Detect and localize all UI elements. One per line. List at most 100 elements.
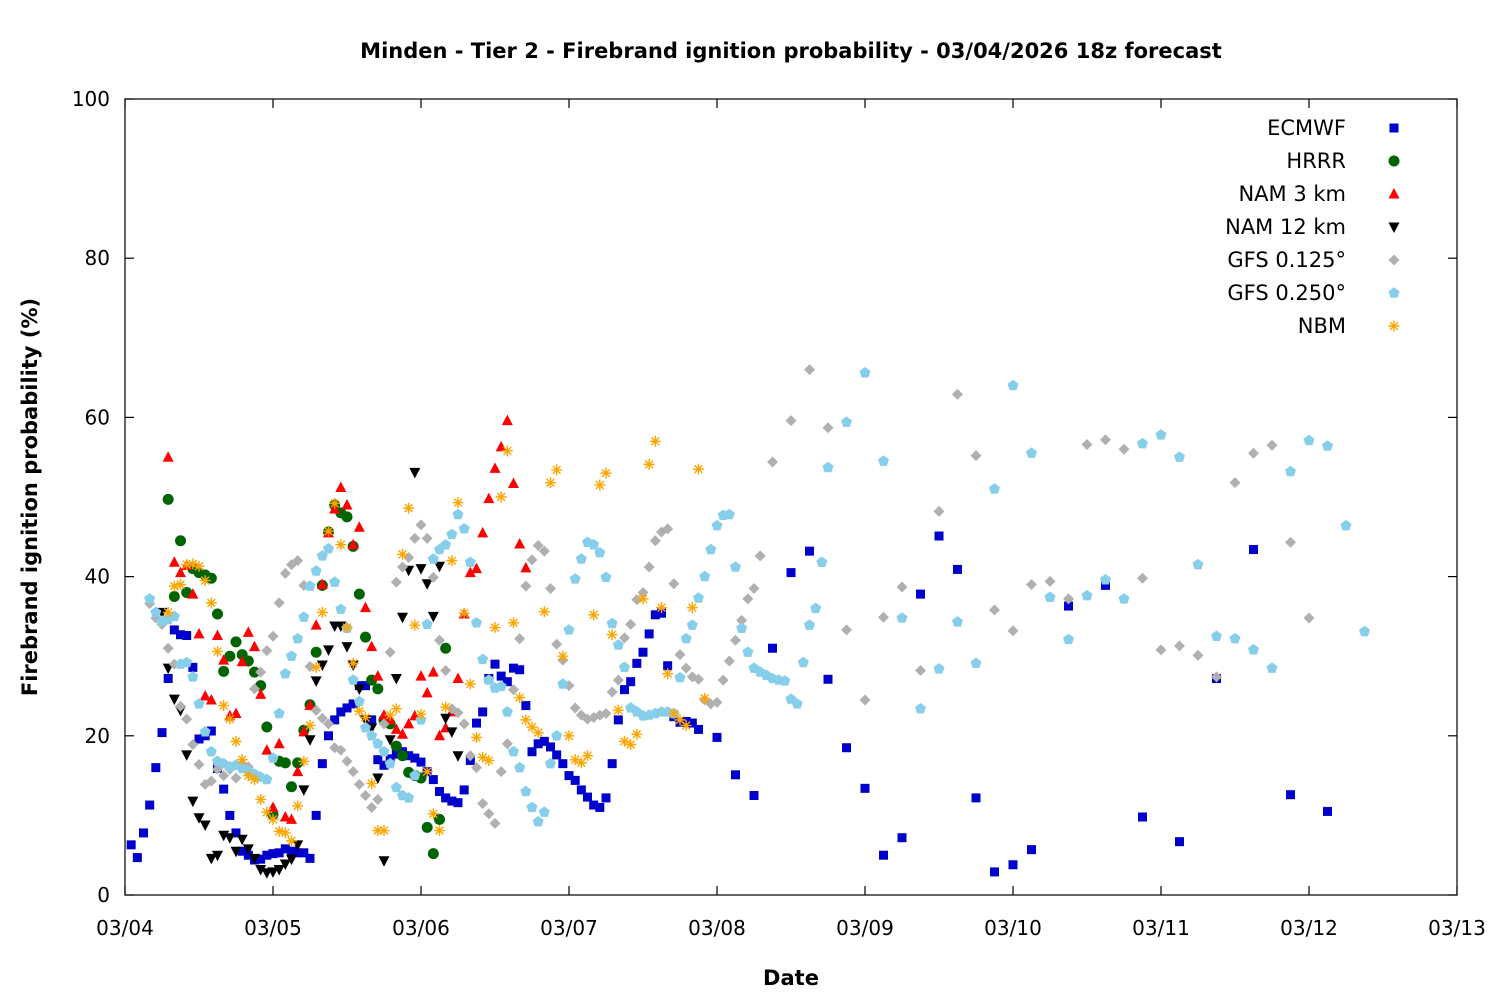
data-point: [187, 739, 199, 751]
data-point: [971, 793, 981, 803]
data-point: [230, 772, 242, 784]
data-point: [546, 742, 555, 752]
data-point: [440, 713, 452, 725]
data-point: [353, 705, 365, 717]
data-point: [427, 808, 439, 820]
data-point: [662, 668, 674, 680]
data-point: [989, 604, 1000, 616]
data-point: [181, 656, 193, 668]
data-point: [366, 778, 378, 790]
data-point: [649, 535, 661, 547]
data-point: [267, 867, 279, 878]
data-point: [262, 850, 272, 860]
data-point: [823, 674, 833, 684]
data-point: [953, 564, 962, 574]
data-point: [267, 752, 279, 763]
data-point: [551, 730, 563, 741]
data-point: [731, 770, 740, 780]
data-point: [1284, 465, 1297, 477]
data-point: [657, 608, 666, 618]
data-point: [434, 561, 445, 573]
data-point: [502, 677, 512, 687]
data-point: [237, 846, 247, 856]
data-point: [390, 703, 402, 715]
data-point: [285, 650, 298, 661]
y-axis-label: Firebrand ignition probability (%): [18, 298, 42, 696]
data-point: [390, 740, 402, 752]
data-point: [612, 639, 624, 650]
data-point: [249, 853, 260, 865]
data-point: [304, 719, 316, 731]
data-point: [723, 655, 735, 667]
data-point: [390, 781, 402, 793]
data-point: [674, 671, 686, 683]
data-point: [384, 646, 396, 658]
data-point: [379, 760, 389, 770]
data-point: [612, 674, 624, 686]
data-point: [501, 445, 513, 457]
data-point: [803, 619, 816, 630]
data-point: [193, 560, 205, 572]
data-point: [686, 602, 698, 614]
data-point: [583, 792, 592, 802]
data-point: [520, 580, 532, 592]
data-point: [575, 757, 587, 769]
data-point: [224, 833, 236, 844]
data-point: [1044, 575, 1056, 587]
data-point: [446, 528, 458, 540]
data-point: [292, 555, 304, 567]
x-axis-label: Date: [763, 966, 819, 990]
data-point: [330, 715, 340, 725]
data-point: [643, 561, 655, 573]
data-point: [458, 718, 470, 730]
data-point: [1118, 593, 1130, 604]
data-point: [551, 638, 563, 650]
data-point: [1192, 649, 1204, 661]
data-point: [421, 579, 433, 590]
data-point: [175, 579, 186, 591]
data-point: [199, 690, 211, 701]
data-point: [175, 566, 186, 578]
data-point: [842, 743, 851, 753]
data-point: [650, 610, 660, 620]
data-point: [440, 701, 452, 713]
data-point: [199, 820, 211, 831]
data-point: [569, 754, 581, 766]
data-point: [341, 755, 353, 767]
data-point: [1174, 640, 1185, 652]
data-point: [415, 708, 427, 720]
data-point: [255, 865, 267, 876]
data-point: [249, 774, 260, 786]
data-point: [477, 797, 489, 809]
data-point: [427, 848, 439, 860]
data-point: [403, 792, 415, 803]
data-point: [879, 850, 888, 860]
data-point: [236, 655, 248, 667]
data-point: [742, 646, 754, 657]
data-point: [662, 523, 674, 535]
data-point: [440, 665, 452, 677]
data-point: [589, 800, 599, 810]
data-point: [243, 850, 253, 860]
data-point: [162, 451, 174, 462]
data-point: [335, 481, 347, 492]
data-point: [218, 700, 230, 712]
data-point: [390, 723, 402, 734]
data-point: [421, 618, 433, 630]
data-point: [638, 647, 648, 657]
data-point: [162, 663, 174, 675]
data-point: [1007, 625, 1019, 637]
data-point: [1173, 451, 1186, 462]
data-point: [464, 678, 476, 690]
data-point: [427, 553, 439, 564]
data-point: [538, 606, 550, 618]
y-tick-label: 100: [72, 87, 110, 111]
data-point: [384, 735, 396, 746]
data-point: [335, 603, 347, 614]
data-point: [168, 591, 180, 602]
data-point: [452, 508, 464, 520]
data-point: [261, 721, 273, 733]
data-point: [304, 735, 316, 746]
data-point: [1266, 662, 1278, 673]
data-point: [668, 578, 680, 590]
